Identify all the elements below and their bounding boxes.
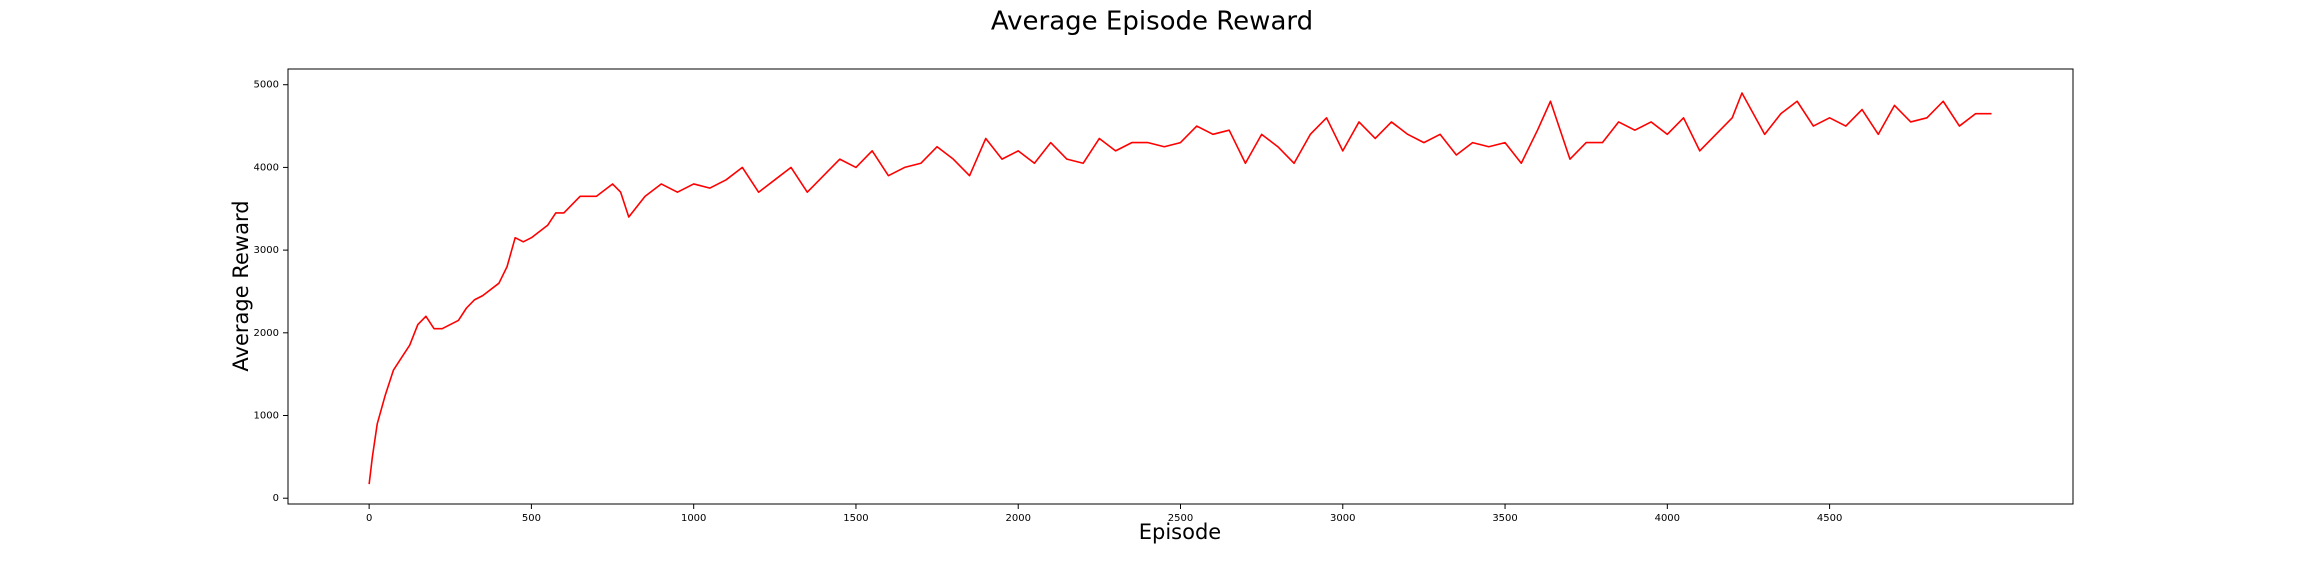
y-tick-label: 5000 [254, 80, 279, 91]
x-tick-label: 2000 [1006, 513, 1031, 524]
x-tick-label: 1500 [843, 513, 868, 524]
x-axis-label: Episode [1139, 520, 1221, 544]
plot-frame [287, 68, 2074, 505]
y-axis-label: Average Reward [229, 200, 253, 371]
x-tick-label: 1000 [681, 513, 706, 524]
x-tick-label: 2500 [1168, 513, 1193, 524]
y-tick-label: 2000 [254, 328, 279, 339]
x-tick-label: 3000 [1330, 513, 1355, 524]
y-tick-label: 3000 [254, 245, 279, 256]
y-tick-label: 0 [273, 493, 279, 504]
data-line [368, 92, 1992, 485]
x-tick-label: 4000 [1655, 513, 1680, 524]
x-tick-label: 0 [366, 513, 372, 524]
y-tick-label: 1000 [254, 411, 279, 422]
chart-title: Average Episode Reward [991, 7, 1313, 37]
x-tick-label: 500 [522, 513, 541, 524]
y-tick-label: 4000 [254, 162, 279, 173]
x-tick-label: 3500 [1492, 513, 1517, 524]
x-tick-label: 4500 [1817, 513, 1842, 524]
